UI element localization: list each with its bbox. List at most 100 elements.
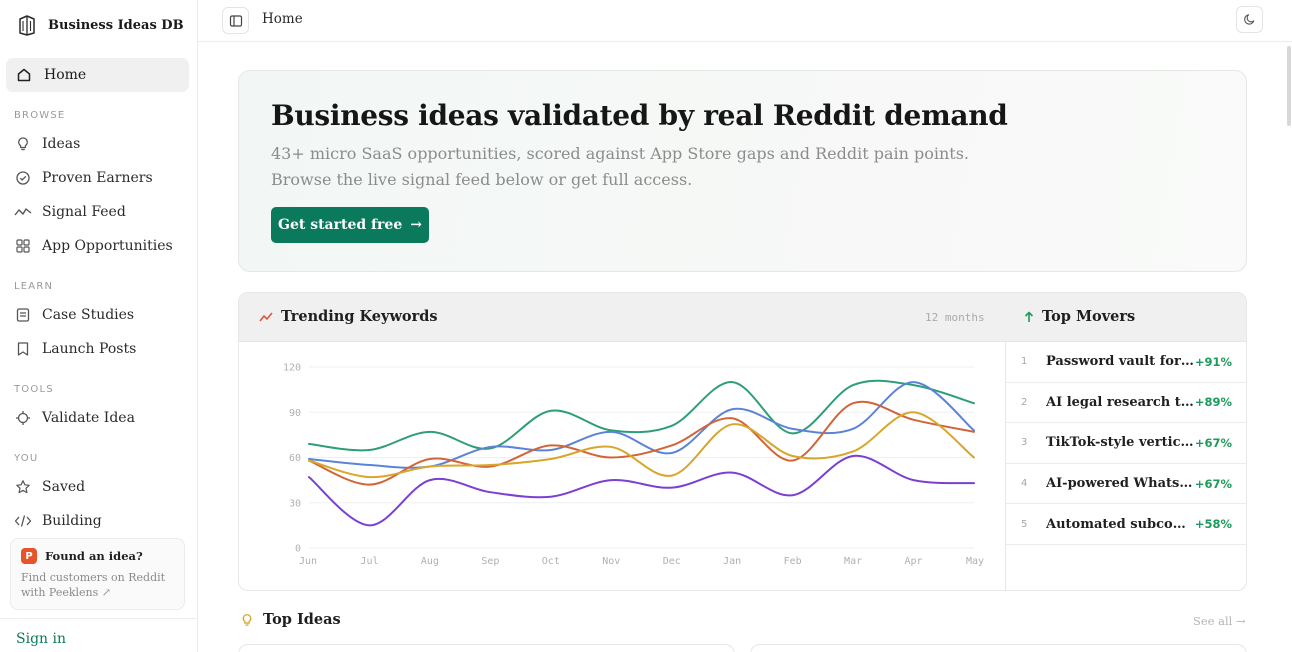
sidebar-item-label: Case Studies (42, 307, 135, 323)
divider (1005, 342, 1006, 590)
sidebar-item-label: Saved (42, 479, 86, 495)
book-logo-icon (19, 15, 35, 36)
sidebar-item-saved[interactable]: Saved (14, 476, 85, 498)
bookmark-icon (14, 340, 32, 358)
hero-subtitle: 43+ micro SaaS opportunities, scored aga… (271, 144, 970, 189)
series-line-1 (308, 379, 975, 452)
top-movers-title: Top Movers (1024, 308, 1135, 325)
trending-title-label: Trending Keywords (281, 308, 438, 325)
lightbulb-icon (14, 135, 32, 153)
lightbulb-icon (242, 613, 252, 626)
list-item[interactable]: 5 Automated subcontractor management +58… (1006, 504, 1246, 545)
list-item[interactable]: 3 TikTok-style vertical video app +67% (1006, 423, 1246, 464)
divider (0, 618, 198, 619)
top-bar: Home (198, 0, 1292, 42)
change-percent: +67% (1194, 476, 1232, 491)
x-tick-label: Jun (299, 556, 317, 567)
arrow-right-icon: → (410, 217, 422, 233)
scrollbar-thumb[interactable] (1287, 46, 1291, 126)
trend-line-icon (14, 203, 32, 221)
idea-name: AI-powered WhatsApp assistant (1046, 476, 1194, 492)
idea-name: TikTok-style vertical video app (1046, 435, 1194, 451)
idea-name: Automated subcontractor management (1046, 516, 1194, 532)
list-item[interactable]: 1 Password vault for families +91% (1006, 342, 1246, 383)
sidebar-item-label: Building (42, 513, 102, 529)
sidebar-item-label: Proven Earners (42, 170, 153, 186)
y-tick-label: 90 (289, 408, 301, 419)
series-line-5 (308, 454, 975, 527)
peeklens-logo-icon: P (21, 548, 37, 564)
cta-label: Get started free (278, 217, 403, 233)
trending-keywords-chart: 0 30 60 90 120 Jun Jul Aug Sep Oct Nov Dec Jan Feb Mar… (283, 363, 984, 568)
toggle-sidebar-button[interactable] (222, 7, 249, 34)
peeklens-promo[interactable]: P Found an idea? Find customers on Reddi… (10, 538, 185, 610)
sidebar-item-ideas[interactable]: Ideas (14, 133, 80, 155)
trending-card-header: Trending Keywords 12 months Top Movers (239, 293, 1246, 342)
brand[interactable]: Business Ideas DB (16, 14, 184, 36)
document-icon (14, 306, 32, 324)
series-line-2 (308, 381, 975, 469)
x-tick-label: Apr (905, 556, 923, 567)
sidebar-item-home[interactable]: Home (6, 58, 189, 92)
rank: 3 (1021, 437, 1028, 449)
promo-text[interactable]: Find customers on Reddit with Peeklens ↗ (21, 571, 166, 599)
theme-toggle-button[interactable] (1236, 6, 1263, 33)
see-all-link[interactable]: See all → (1193, 614, 1246, 628)
sidebar-item-building[interactable]: Building (14, 510, 102, 532)
series-line-4 (308, 411, 975, 479)
list-item[interactable]: 4 AI-powered WhatsApp assistant +67% (1006, 464, 1246, 505)
moon-icon (1244, 14, 1255, 25)
x-tick-label: Nov (602, 556, 620, 567)
hero-banner: Business ideas validated by real Reddit … (238, 70, 1247, 272)
sidebar-panel-icon (229, 14, 242, 27)
x-tick-label: Dec (663, 556, 681, 567)
idea-card[interactable] (750, 644, 1247, 652)
sidebar-item-signal-feed[interactable]: Signal Feed (14, 201, 126, 223)
sidebar-item-proven-earners[interactable]: Proven Earners (14, 167, 153, 189)
section-label-you: YOU (14, 453, 39, 464)
sidebar: Business Ideas DB Home BROWSE Ideas Prov… (0, 0, 198, 652)
app-name: Business Ideas DB (48, 17, 184, 33)
rank: 4 (1021, 478, 1028, 490)
change-percent: +58% (1194, 517, 1232, 532)
time-range-label[interactable]: 12 months (925, 311, 985, 324)
section-label-learn: LEARN (14, 281, 54, 292)
list-item[interactable]: 2 AI legal research tool for small firms… (1006, 383, 1246, 424)
idea-name: AI legal research tool for small firms (1046, 394, 1194, 410)
top-ideas-heading: Top Ideas (240, 611, 341, 628)
section-label-browse: BROWSE (14, 110, 66, 121)
get-started-button[interactable]: Get started free → (271, 207, 429, 243)
sidebar-item-validate-idea[interactable]: Validate Idea (14, 407, 135, 429)
series-line-3 (308, 400, 975, 486)
sidebar-item-launch-posts[interactable]: Launch Posts (14, 338, 136, 360)
sidebar-item-app-opportunities[interactable]: App Opportunities (14, 235, 173, 257)
x-tick-label: Mar (844, 556, 862, 567)
change-percent: +89% (1194, 395, 1232, 410)
idea-card[interactable] (238, 644, 735, 652)
sidebar-item-case-studies[interactable]: Case Studies (14, 304, 134, 326)
x-tick-label: Oct (542, 556, 560, 567)
y-tick-label: 30 (289, 498, 301, 509)
change-percent: +67% (1194, 435, 1232, 450)
x-tick-label: Jan (723, 556, 741, 567)
x-tick-label: May (966, 556, 984, 567)
crosshair-icon (14, 409, 32, 427)
arrow-up-icon (1024, 311, 1034, 322)
sidebar-item-label: Signal Feed (42, 204, 126, 220)
rank: 2 (1021, 396, 1028, 408)
grid-icon (14, 237, 32, 255)
sidebar-item-label: Ideas (42, 136, 81, 152)
change-percent: +91% (1194, 354, 1232, 369)
check-circle-icon (14, 169, 32, 187)
x-tick-label: Sep (481, 556, 499, 567)
code-icon (14, 512, 32, 530)
scrollbar[interactable] (1284, 42, 1292, 652)
sidebar-item-label: Validate Idea (42, 410, 135, 426)
idea-name: Password vault for families (1046, 354, 1194, 370)
sidebar-item-label: Launch Posts (42, 341, 137, 357)
sidebar-item-label: Home (44, 67, 87, 83)
trending-card: Trending Keywords 12 months Top Movers 0… (238, 292, 1247, 591)
sign-in-link[interactable]: Sign in (16, 631, 66, 647)
top-movers-list: 1 Password vault for families +91% 2 AI … (1006, 342, 1246, 545)
y-tick-label: 120 (283, 363, 301, 374)
